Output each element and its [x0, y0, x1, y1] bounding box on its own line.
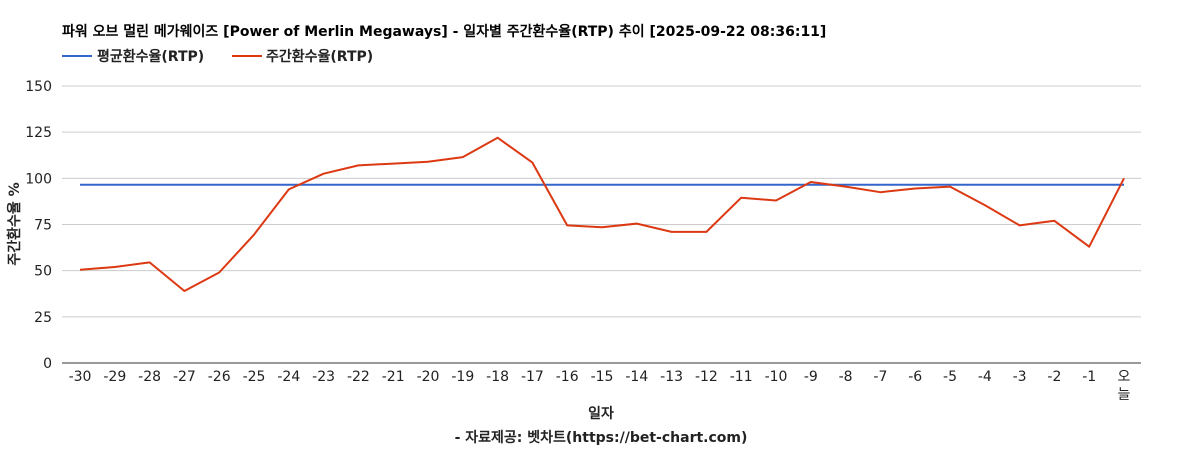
x-tick-label: -23 — [312, 369, 335, 385]
y-axis-ticks: 0 25 50 75 100 125 150 — [25, 79, 52, 372]
legend-label-average-rtp: 평균환수율(RTP) — [97, 48, 204, 65]
x-tick-label: -16 — [556, 369, 579, 385]
y-tick-label: 50 — [34, 264, 52, 280]
x-tick-label: -7 — [873, 369, 887, 385]
chart-title: 파워 오브 멀린 메가웨이즈 [Power of Merlin Megaways… — [62, 23, 826, 40]
x-tick-label: -12 — [695, 369, 718, 385]
x-tick-label: -27 — [173, 369, 196, 385]
y-axis-label: 주간환수율 % — [6, 182, 23, 265]
x-tick-label: -28 — [138, 369, 161, 385]
x-tick-label: -9 — [804, 369, 818, 385]
x-tick-label: -6 — [908, 369, 922, 385]
x-tick-label: -17 — [521, 369, 544, 385]
x-tick-label: -10 — [765, 369, 788, 385]
x-tick-label: -24 — [277, 369, 300, 385]
x-axis-label: 일자 — [588, 406, 614, 422]
legend: 평균환수율(RTP) 주간환수율(RTP) — [62, 48, 373, 65]
x-tick-label: -11 — [730, 369, 753, 385]
gridlines — [62, 85, 1141, 364]
y-tick-label: 150 — [25, 79, 52, 95]
y-tick-label: 100 — [25, 171, 52, 187]
x-axis-ticks: -30 -29 -28 -27 -26 -25 -24 -23 -22 -21 -20 -19 -18-… — [69, 369, 1131, 403]
y-tick-label: 75 — [34, 218, 52, 234]
y-tick-label: 25 — [34, 310, 52, 326]
x-tick-label: -18 — [486, 369, 509, 385]
x-tick-label: -13 — [660, 369, 683, 385]
x-tick-label: -3 — [1013, 369, 1027, 385]
y-tick-label: 0 — [43, 356, 52, 372]
x-tick-label: -8 — [839, 369, 853, 385]
series-line-weekly-rtp — [79, 136, 1125, 292]
x-tick-label: -30 — [69, 369, 92, 385]
legend-label-weekly-rtp: 주간환수율(RTP) — [266, 48, 373, 65]
x-tick-label: -26 — [208, 369, 231, 385]
x-tick-label: -5 — [943, 369, 957, 385]
x-tick-label: -20 — [417, 369, 440, 385]
x-tick-label: -2 — [1047, 369, 1061, 385]
x-tick-label: -14 — [625, 369, 648, 385]
y-tick-label: 125 — [25, 125, 52, 141]
x-tick-label: -25 — [243, 369, 266, 385]
x-tick-label: -1 — [1082, 369, 1096, 385]
x-tick-label: -22 — [347, 369, 370, 385]
x-tick-label: -4 — [978, 369, 992, 385]
x-tick-label: -21 — [382, 369, 405, 385]
series-lines — [79, 136, 1125, 292]
source-credit: - 자료제공: 벳차트(https://bet-chart.com) — [455, 429, 748, 446]
x-tick-label: -19 — [451, 369, 474, 385]
x-tick-label: -15 — [591, 369, 614, 385]
x-tick-label: -29 — [103, 369, 126, 385]
